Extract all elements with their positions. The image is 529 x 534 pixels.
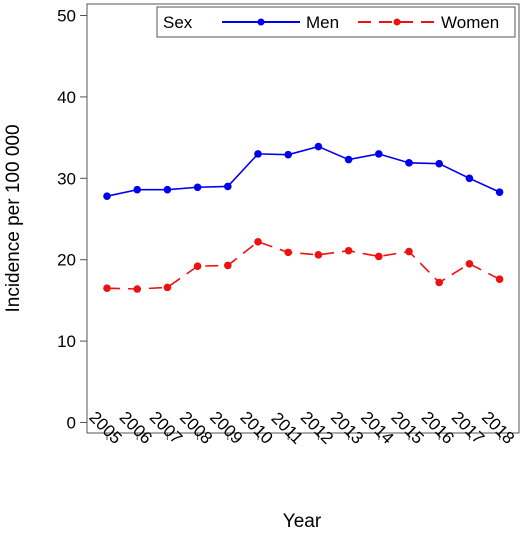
x-tick-label: 2010: [236, 408, 276, 448]
legend-label-women: Women: [441, 13, 499, 32]
y-tick-label: 20: [57, 251, 76, 270]
y-axis: 0 10 20 30 40 50: [57, 7, 87, 433]
data-point-men: [224, 182, 232, 191]
data-point-women: [465, 259, 474, 268]
x-tick-label: 2017: [448, 408, 488, 448]
x-tick-label: 2012: [297, 408, 337, 448]
x-tick-label: 2014: [357, 408, 397, 448]
data-point-men: [314, 142, 323, 151]
x-axis: 2005200620072008200920102011201220132014…: [85, 408, 518, 448]
data-point-women: [495, 275, 504, 284]
x-tick-label: 2006: [116, 408, 156, 448]
y-tick-label: 40: [57, 88, 76, 107]
plot-frame: [86, 3, 520, 434]
y-axis-title: Incidence per 100 000: [3, 124, 24, 312]
x-tick-label: 2009: [206, 408, 246, 448]
data-point-men: [344, 155, 353, 164]
data-point-men: [193, 183, 202, 192]
data-point-men: [254, 150, 262, 158]
y-tick-label: 30: [57, 169, 76, 188]
data-point-women: [344, 246, 353, 255]
x-tick-label: 2013: [327, 408, 367, 448]
data-point-men: [435, 159, 444, 168]
data-point-men: [405, 159, 413, 167]
x-tick-label: 2016: [418, 408, 458, 448]
data-point-men: [163, 185, 172, 194]
legend-label-men: Men: [306, 13, 339, 32]
data-point-women: [103, 284, 111, 292]
series-line-women: [106, 240, 500, 290]
legend-title: Sex: [163, 13, 193, 32]
y-tick-label: 10: [57, 332, 76, 351]
x-tick-label: 2007: [146, 408, 186, 448]
data-point-men: [133, 185, 141, 194]
data-point-men: [103, 192, 111, 201]
x-tick-label: 2005: [85, 408, 125, 448]
y-tick-label: 0: [67, 414, 76, 433]
legend: Sex Men Women: [156, 6, 516, 38]
data-point-men: [465, 174, 474, 183]
data-point-women: [133, 285, 141, 293]
data-point-men: [375, 150, 383, 158]
series-layer: [103, 142, 504, 293]
legend-marker-men: [257, 18, 265, 26]
x-tick-label: 2011: [268, 409, 307, 448]
data-point-women: [284, 248, 293, 257]
data-point-women: [224, 261, 232, 270]
data-point-men: [284, 150, 293, 159]
legend-marker-women: [393, 18, 401, 26]
x-tick-label: 2008: [176, 408, 216, 448]
data-point-women: [405, 247, 413, 256]
series-line-men: [106, 145, 500, 197]
data-point-women: [435, 278, 444, 287]
data-point-women: [375, 252, 383, 261]
x-axis-title: Year: [283, 511, 322, 532]
y-tick-label: 50: [57, 7, 76, 26]
data-point-women: [254, 237, 262, 246]
legend-box: [156, 6, 516, 38]
x-tick-label: 2015: [387, 408, 427, 448]
data-point-men: [495, 188, 504, 196]
x-tick-label: 2018: [478, 408, 518, 448]
data-point-women: [314, 251, 323, 259]
data-point-women: [193, 262, 202, 271]
data-point-women: [163, 283, 172, 292]
